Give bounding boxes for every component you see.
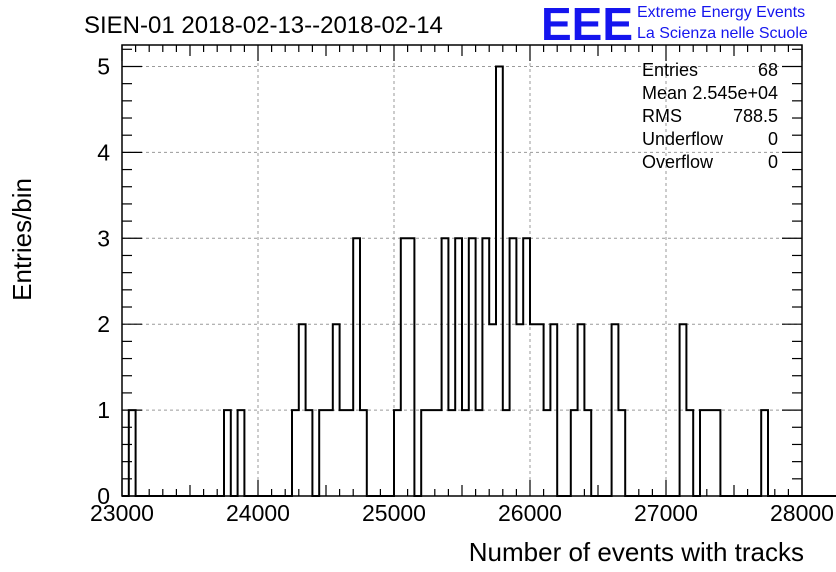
stat-label: RMS [642,106,682,126]
histogram-bin [292,410,299,496]
histogram-bin [544,410,551,496]
histogram-bin [584,410,591,496]
y-tick-label: 3 [97,225,110,251]
histogram-bin [394,410,401,496]
y-tick-label: 0 [97,483,110,509]
histogram-bin [326,410,333,496]
histogram-bin [482,238,489,496]
histogram-bin [686,410,693,496]
histogram-bin [442,238,449,496]
histogram-bin [401,238,408,496]
stats-box: Entries 68 Mean 2.545e+04 RMS 788.5 Underflow 0… [642,60,778,172]
tick-labels: 23000 24000 25000 26000 27000 28000 0 1 2 3 4 5 [90,53,834,526]
stat-label: Overflow [642,152,714,172]
histogram-bin [421,410,428,496]
y-tick-label: 4 [97,139,110,165]
histogram-bin [761,410,768,496]
histogram-outline [122,65,836,497]
histogram-bin [408,238,415,496]
x-tick-label: 25000 [362,500,426,526]
histogram-bin [428,410,435,496]
histogram-bin [448,410,455,496]
x-tick-label: 26000 [498,500,562,526]
stat-value: 0 [768,152,778,172]
histogram-bin [700,410,707,496]
histogram-bin [129,410,136,496]
histogram-bin [503,410,510,496]
logo-line-1: Extreme Energy Events [637,4,805,21]
x-tick-label: 24000 [226,500,290,526]
histogram-bin [469,238,476,496]
histogram-bin [360,410,367,496]
histogram-bin [319,410,326,496]
histogram-bin [340,410,347,496]
stat-value: 788.5 [733,106,778,126]
logo-line-2: La Scienza nelle Scuole [637,25,808,42]
stat-value: 2.545e+04 [692,83,778,103]
y-tick-label: 2 [97,311,110,337]
y-tick-label: 1 [97,397,110,423]
x-tick-label: 28000 [770,500,834,526]
histogram-bin [523,238,530,496]
stat-label: Mean [642,83,687,103]
histogram-bin [510,238,517,496]
histogram-bin [618,410,625,496]
histogram-bin [455,238,462,496]
histogram-bin [496,66,503,496]
histogram-bin [462,410,469,496]
histogram-bin [476,410,483,496]
stat-value: 0 [768,129,778,149]
x-tick-label: 23000 [90,500,154,526]
axis-ticks [121,45,803,497]
chart-title: SIEN-01 2018-02-13--2018-02-14 [84,12,443,39]
histogram-bin [224,410,231,496]
x-axis-label: Number of events with tracks [469,537,804,567]
histogram-bin [571,410,578,496]
y-tick-label: 5 [97,53,110,79]
x-tick-label: 27000 [634,500,698,526]
histogram-bin [353,238,360,496]
histogram-bin [238,410,245,496]
histogram-bin [714,410,721,496]
logo-mark: EEE [541,0,633,50]
histogram-bin [435,410,442,496]
eee-logo: EEE Extreme Energy Events La Scienza nel… [541,0,808,50]
histogram-bin [707,410,714,496]
histogram-bars [122,65,836,497]
stat-value: 68 [758,60,778,80]
stat-label: Entries [642,60,698,80]
stat-label: Underflow [642,129,724,149]
histogram-bin [306,410,313,496]
y-axis-label: Entries/bin [7,178,37,301]
histogram-bin [346,410,353,496]
